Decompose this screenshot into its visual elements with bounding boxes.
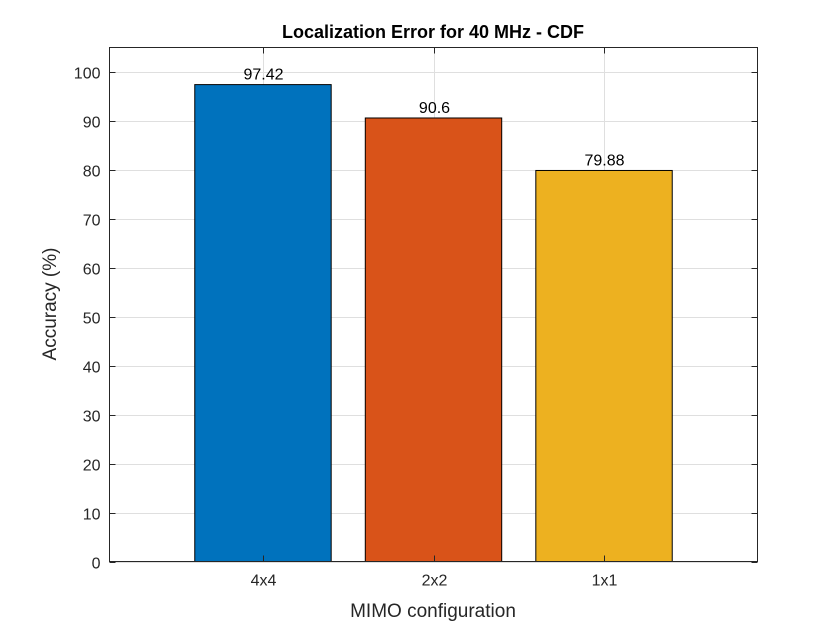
data-label-1x1: 79.88 bbox=[584, 152, 624, 169]
data-label-4x4: 97.42 bbox=[243, 67, 283, 84]
y-axis-label: Accuracy (%) bbox=[40, 248, 61, 361]
data-labels: 97.42 90.6 79.88 bbox=[243, 67, 624, 170]
x-tick-label: 1x1 bbox=[592, 573, 618, 590]
y-tick-label: 100 bbox=[74, 66, 101, 83]
x-tick-label: 4x4 bbox=[251, 573, 277, 590]
bar-1x1 bbox=[535, 169, 673, 562]
y-tick-label: 90 bbox=[83, 115, 101, 132]
y-tick-label: 10 bbox=[83, 507, 101, 524]
data-label-2x2: 90.6 bbox=[419, 100, 450, 117]
y-tick-label: 80 bbox=[83, 164, 101, 181]
y-tick-label: 70 bbox=[83, 213, 101, 230]
bar-2x2 bbox=[364, 117, 503, 563]
y-tick-label: 50 bbox=[83, 311, 101, 328]
y-tick-label: 30 bbox=[83, 409, 101, 426]
y-tick-label: 40 bbox=[83, 360, 101, 377]
y-tick-label: 0 bbox=[92, 556, 101, 573]
x-tick-label: 2x2 bbox=[422, 573, 448, 590]
x-axis-label: MIMO configuration bbox=[350, 601, 516, 622]
y-tick-label: 20 bbox=[83, 458, 101, 475]
bars bbox=[194, 84, 673, 563]
chart-title: Localization Error for 40 MHz - CDF bbox=[282, 22, 584, 42]
ticks: 0 10 20 30 40 50 60 70 80 90 100 4x4 2x2 1x1 bbox=[74, 47, 758, 590]
axes-box bbox=[109, 47, 758, 562]
y-tick-label: 60 bbox=[83, 262, 101, 279]
bar-4x4 bbox=[194, 84, 332, 563]
